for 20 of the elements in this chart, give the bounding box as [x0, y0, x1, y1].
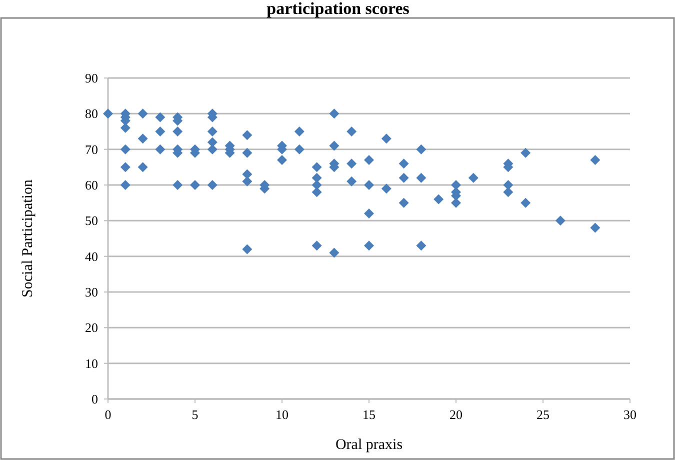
y-tick-label: 60 — [85, 178, 98, 193]
x-tick-label: 10 — [276, 407, 288, 422]
x-tick-label: 20 — [450, 407, 462, 422]
x-tick-label: 0 — [104, 407, 112, 422]
x-axis-title: Oral praxis — [335, 437, 403, 453]
y-tick-label: 40 — [85, 248, 98, 264]
chart-title: participation scores — [266, 0, 410, 18]
y-tick-label: 90 — [85, 70, 98, 86]
y-tick-label: 30 — [85, 284, 98, 300]
y-tick-label: 20 — [85, 320, 98, 336]
y-axis-title: Social Participation — [20, 179, 36, 298]
y-tick-label: 80 — [85, 106, 98, 122]
y-tick-label: 70 — [85, 142, 98, 157]
y-tick-label: 50 — [85, 213, 98, 228]
x-tick-label: 25 — [536, 407, 550, 422]
x-tick-label: 30 — [624, 407, 636, 422]
x-tick-label: 5 — [192, 407, 198, 422]
y-tick-label: 10 — [85, 356, 98, 371]
y-tick-label: 0 — [92, 392, 98, 407]
x-tick-label: 15 — [362, 407, 376, 422]
